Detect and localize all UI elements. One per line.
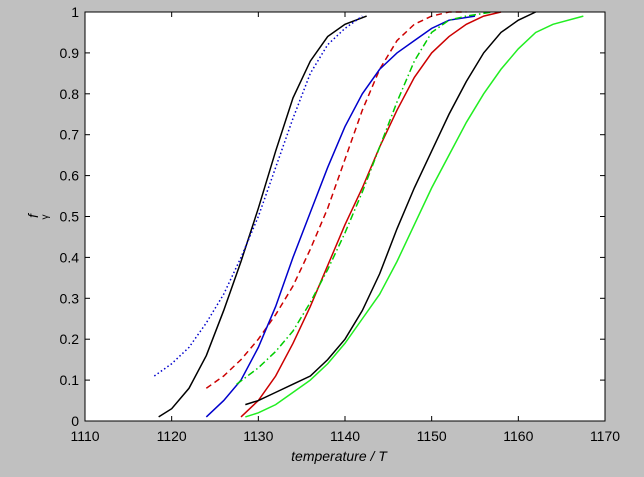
y-tick-label: 0 xyxy=(71,413,79,429)
y-tick-label: 0.9 xyxy=(60,45,80,61)
line xyxy=(153,15,363,377)
y-tick-label: 0.1 xyxy=(60,372,80,388)
y-axis-label: f xyxy=(25,212,41,218)
y-tick-label: 0.5 xyxy=(60,209,80,225)
y-tick-label: 0.2 xyxy=(60,331,80,347)
y-tick-label: 0.4 xyxy=(60,249,80,265)
x-tick-label: 1120 xyxy=(157,428,187,444)
y-tick-label: 0.7 xyxy=(60,127,80,143)
line xyxy=(236,11,493,385)
y-axis-label-group: f γ xyxy=(25,212,51,220)
line xyxy=(245,15,584,418)
x-tick-label: 1160 xyxy=(503,428,533,444)
y-tick-label: 0.6 xyxy=(60,168,80,184)
y-tick-label: 0.8 xyxy=(60,86,80,102)
line xyxy=(205,11,467,389)
x-tick-label: 1140 xyxy=(330,428,360,444)
y-tick-label: 0.3 xyxy=(60,290,80,306)
x-tick-label: 1170 xyxy=(590,428,620,444)
line xyxy=(205,15,476,418)
line xyxy=(245,11,536,406)
x-tick-label: 1110 xyxy=(70,428,99,444)
x-axis-label: temperature / T xyxy=(291,448,388,464)
line xyxy=(240,11,502,418)
plot-area xyxy=(85,12,605,421)
x-tick-label: 1130 xyxy=(243,428,273,444)
y-tick-label: 1 xyxy=(71,4,79,20)
line xyxy=(158,15,367,418)
x-tick-label: 1150 xyxy=(417,428,447,444)
y-axis-label-subscript: γ xyxy=(40,215,51,220)
